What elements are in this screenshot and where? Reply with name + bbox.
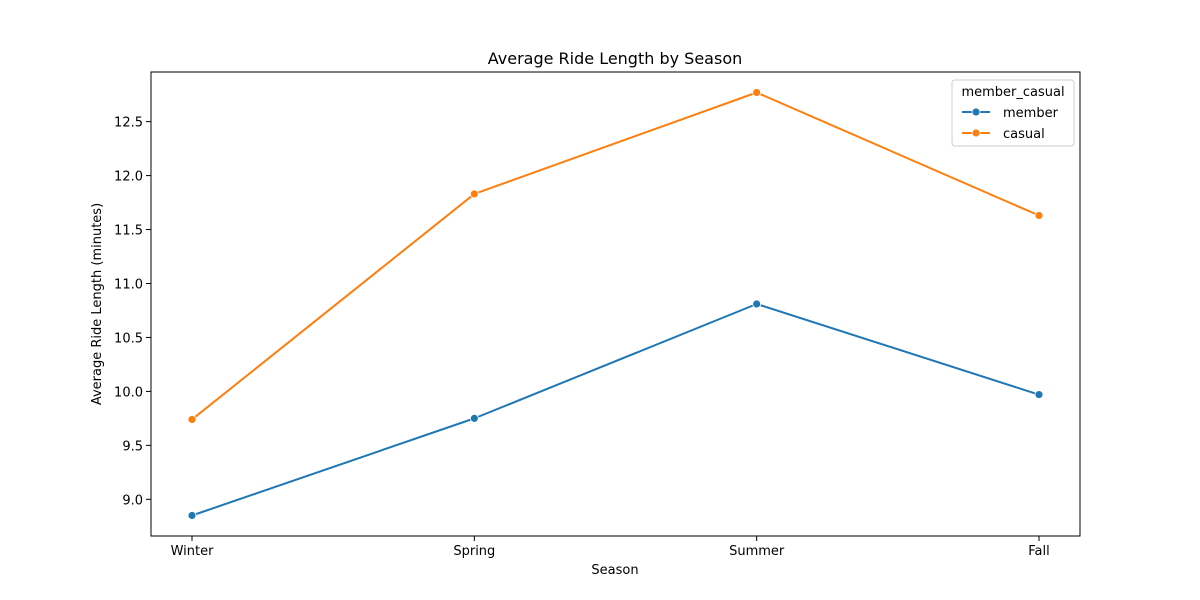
y-tick-label: 9.5 — [122, 439, 143, 454]
chart-title: Average Ride Length by Season — [488, 49, 743, 68]
x-axis: Winter Spring Summer Fall — [171, 536, 1050, 559]
x-tick-label: Spring — [453, 544, 495, 559]
plot-area — [187, 88, 1044, 520]
legend-label-member: member — [1003, 106, 1059, 121]
legend-items: member casual — [962, 106, 1059, 142]
series-line-member — [191, 303, 1040, 517]
x-tick-label: Fall — [1028, 544, 1049, 559]
legend: member_casual member casual — [951, 79, 1075, 147]
legend-title: member_casual — [961, 85, 1064, 100]
legend-swatch-marker — [971, 128, 981, 138]
data-point-casual — [469, 189, 479, 199]
data-point-member — [1034, 390, 1044, 400]
data-point-casual — [1034, 211, 1044, 220]
y-tick-label: 12.0 — [114, 170, 143, 185]
y-tick-label: 11.5 — [114, 224, 143, 239]
data-point-casual — [752, 88, 762, 97]
series-line-casual — [191, 91, 1040, 421]
y-axis: 9.0 9.5 10.0 10.5 11.0 11.5 12.0 12.5 — [114, 116, 151, 508]
y-tick-label: 12.5 — [114, 116, 143, 131]
y-tick-label: 11.0 — [114, 277, 143, 292]
x-tick-label: Summer — [729, 544, 785, 559]
y-tick-label: 10.0 — [114, 385, 143, 400]
data-point-member — [469, 413, 479, 423]
y-axis-label: Average Ride Length (minutes) — [90, 203, 105, 405]
data-point-member — [187, 511, 197, 520]
y-tick-label: 10.5 — [114, 331, 143, 346]
x-axis-label: Season — [591, 563, 638, 578]
y-tick-label: 9.0 — [122, 493, 143, 508]
legend-swatch-marker — [971, 107, 981, 117]
plot-frame — [150, 71, 1081, 537]
legend-label-casual: casual — [1003, 127, 1045, 142]
data-point-member — [752, 299, 762, 309]
x-tick-label: Winter — [171, 544, 215, 559]
legend-box — [951, 79, 1075, 147]
data-point-casual — [187, 415, 197, 424]
